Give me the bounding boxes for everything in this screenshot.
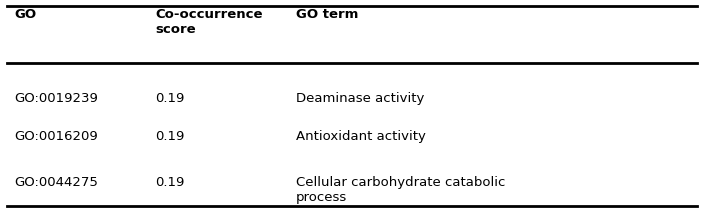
Text: Deaminase activity: Deaminase activity [296, 92, 424, 105]
Text: Co-occurrence
score: Co-occurrence score [155, 8, 263, 36]
Text: 0.19: 0.19 [155, 92, 184, 105]
Text: GO: GO [14, 8, 36, 21]
Text: Antioxidant activity: Antioxidant activity [296, 130, 425, 143]
Text: 0.19: 0.19 [155, 130, 184, 143]
Text: 0.19: 0.19 [155, 176, 184, 189]
Text: GO:0019239: GO:0019239 [14, 92, 98, 105]
Text: Cellular carbohydrate catabolic
process: Cellular carbohydrate catabolic process [296, 176, 505, 204]
Text: GO:0044275: GO:0044275 [14, 176, 98, 189]
Text: GO term: GO term [296, 8, 358, 21]
Text: GO:0016209: GO:0016209 [14, 130, 98, 143]
